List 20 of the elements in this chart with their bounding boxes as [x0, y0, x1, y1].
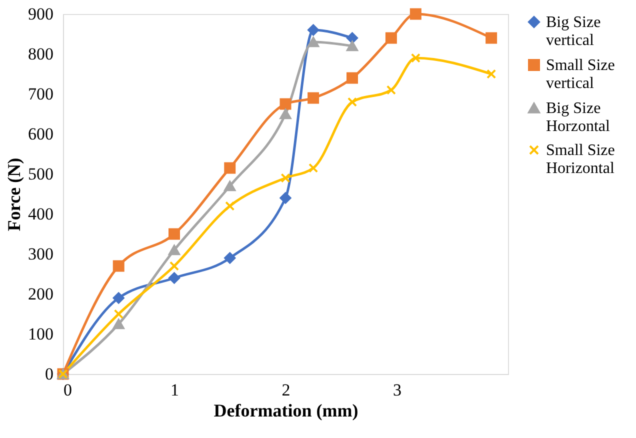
y-tick-label: 300: [28, 244, 54, 264]
y-tick-label: 700: [28, 84, 54, 104]
legend-label: Small Size Horizontal: [546, 142, 615, 177]
y-tick-label: 800: [28, 44, 54, 64]
y-tick-label: 400: [28, 204, 54, 224]
x-tick-label: 2: [282, 380, 290, 400]
y-tick-label: 500: [28, 164, 54, 184]
legend-label: Small Size vertical: [546, 57, 615, 92]
y-axis-title: Force (N): [4, 158, 24, 232]
y-tick-label: 200: [28, 284, 54, 304]
y-tick-label: 100: [28, 324, 54, 344]
x-axis-title: Deformation (mm): [214, 400, 358, 420]
y-tick-label: 0: [45, 364, 54, 384]
x-tick-label: 3: [393, 380, 402, 400]
legend-label: Big Size Horzontal: [546, 100, 611, 135]
y-tick-label: 600: [28, 124, 54, 144]
legend-label: Big Size vertical: [546, 14, 601, 49]
x-tick-label: 1: [170, 380, 179, 400]
x-tick-label: 0: [64, 380, 72, 400]
y-tick-label: 900: [28, 4, 54, 24]
